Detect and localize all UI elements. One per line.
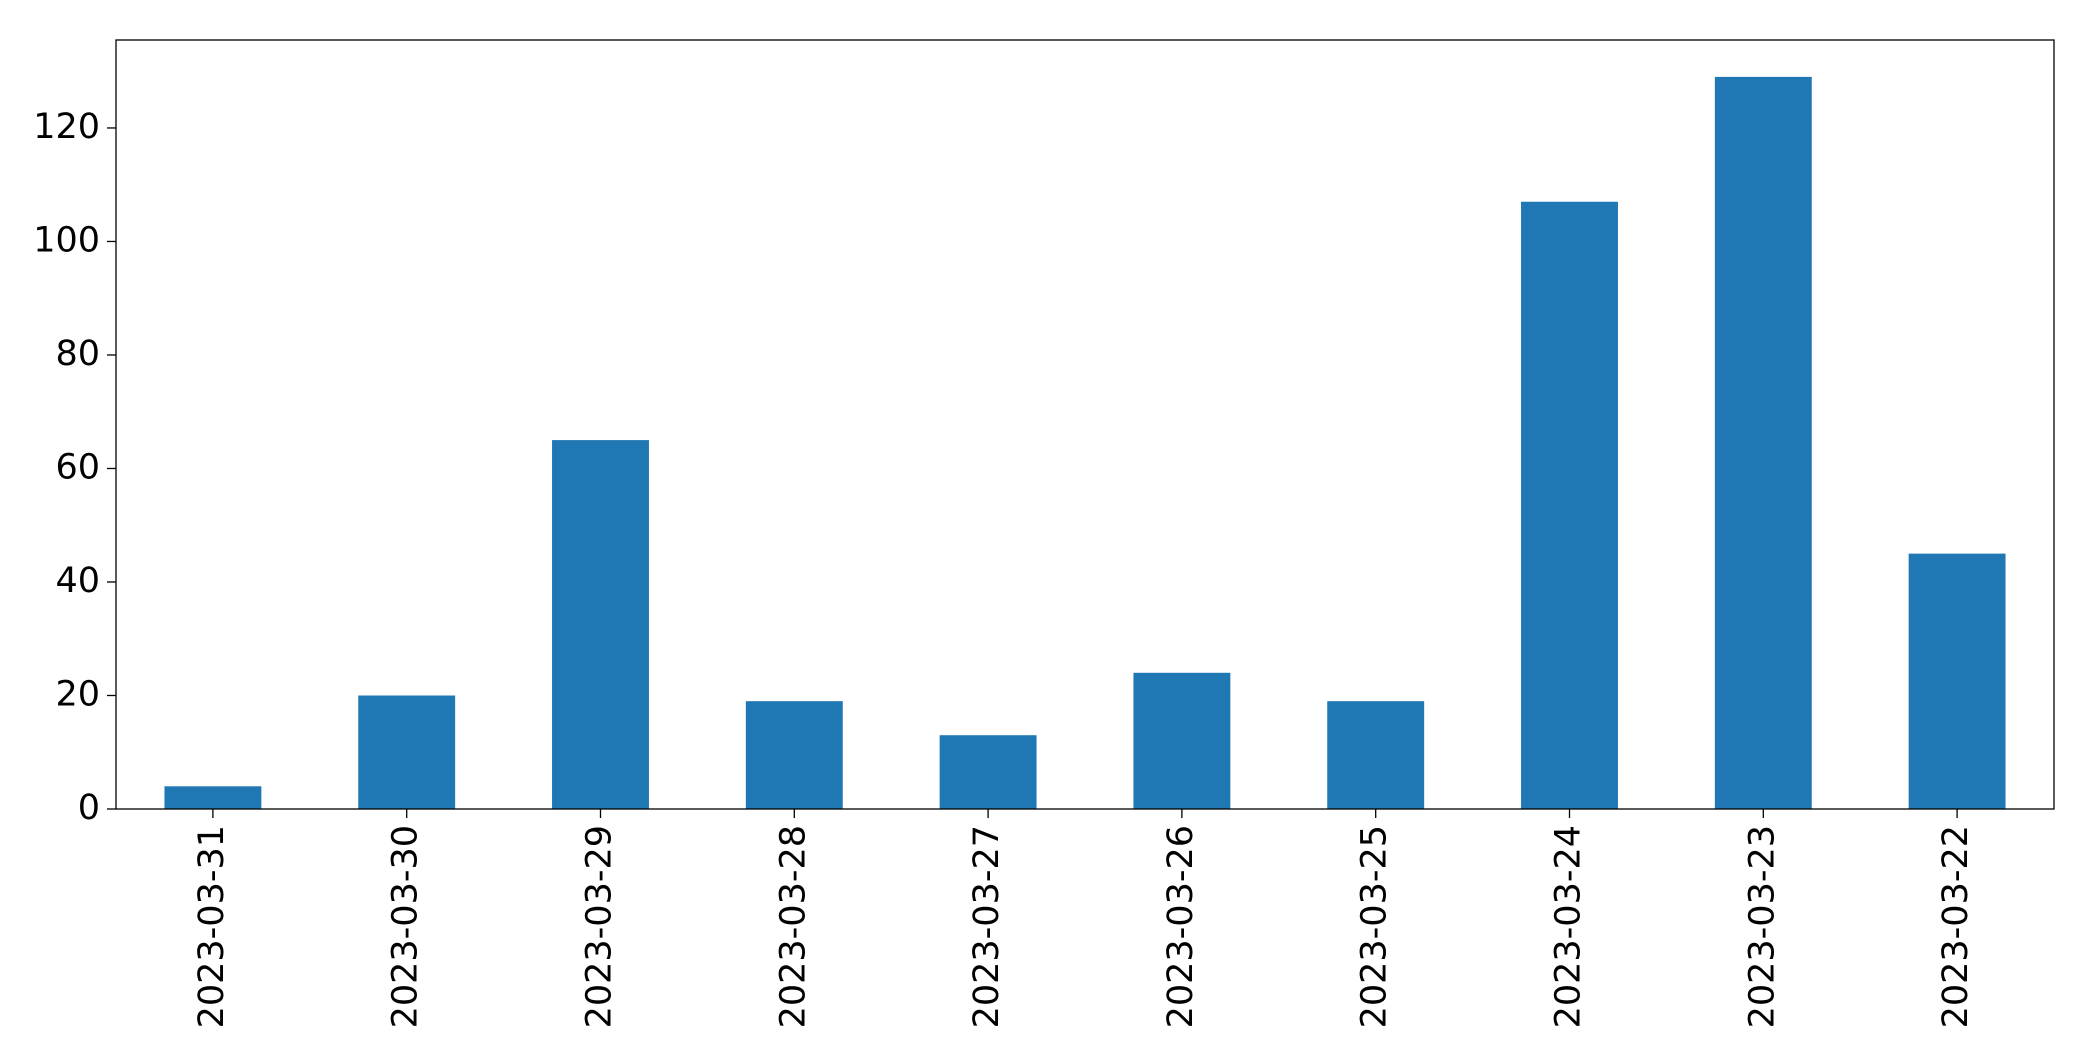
y-tick-label: 60 <box>55 447 100 487</box>
bar <box>1327 701 1425 809</box>
bar <box>1521 201 1618 810</box>
x-tick-label: 2023-03-30 <box>386 825 426 1028</box>
x-tick-label: 2023-03-22 <box>1936 825 1976 1028</box>
x-tick-label: 2023-03-28 <box>773 825 813 1028</box>
y-tick-label: 100 <box>33 220 100 260</box>
x-tick-label: 2023-03-31 <box>192 825 232 1028</box>
bar <box>552 440 649 809</box>
y-tick-label: 120 <box>33 107 100 147</box>
y-tick-label: 40 <box>55 561 100 601</box>
bar <box>1133 672 1231 809</box>
bar <box>939 735 1037 809</box>
x-tick-label: 2023-03-29 <box>580 825 620 1028</box>
x-tick-label: 2023-03-27 <box>967 825 1007 1028</box>
bar <box>1714 76 1812 810</box>
y-tick-label: 20 <box>55 674 100 714</box>
x-tick-label: 2023-03-24 <box>1549 825 1589 1028</box>
x-tick-label: 2023-03-26 <box>1161 825 1201 1028</box>
plot-frame <box>115 39 2055 810</box>
y-tick-label: 0 <box>78 788 100 828</box>
bar <box>164 786 262 809</box>
y-tick-label: 80 <box>55 334 100 374</box>
x-tick-label: 2023-03-23 <box>1742 825 1782 1028</box>
x-tick-label: 2023-03-25 <box>1355 825 1395 1028</box>
bar <box>1908 553 2006 809</box>
bar <box>745 701 843 809</box>
bar <box>358 695 456 809</box>
